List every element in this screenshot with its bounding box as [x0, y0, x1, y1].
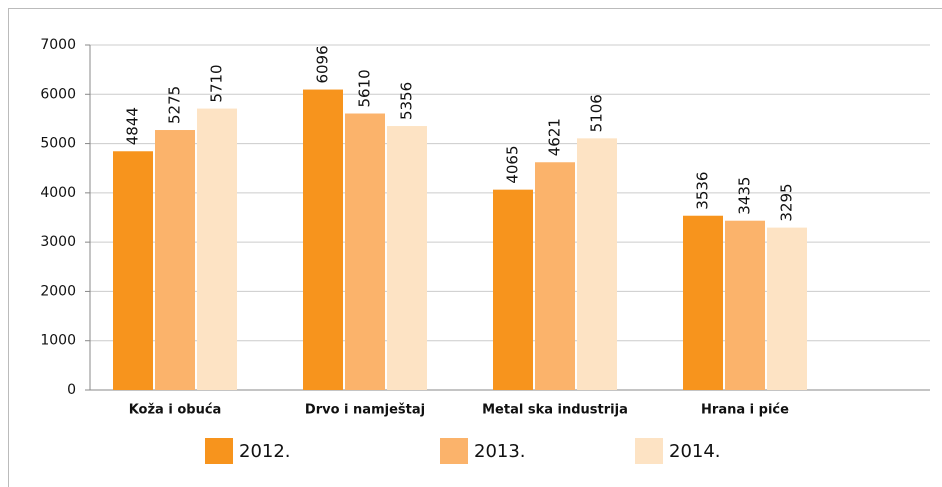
y-tick-label: 3000: [40, 234, 76, 250]
y-tick-label: 7000: [40, 37, 76, 53]
bar: [303, 89, 343, 390]
value-label: 4844: [124, 107, 142, 145]
y-tick-label: 6000: [40, 86, 76, 102]
y-tick-label: 0: [67, 382, 76, 398]
x-tick-label: Metal ska industrija: [482, 403, 628, 418]
legend-swatch: [440, 438, 468, 464]
bar: [113, 151, 153, 390]
chart-border: [8, 8, 942, 487]
value-label: 5106: [588, 94, 606, 132]
value-label: 6096: [314, 45, 332, 83]
bar: [493, 189, 533, 390]
bar: [725, 220, 765, 390]
value-label: 5610: [356, 69, 374, 107]
value-label: 4065: [504, 145, 522, 183]
y-tick-label: 1000: [40, 333, 76, 349]
value-label: 5710: [208, 64, 226, 102]
x-tick-label: Hrana i piće: [701, 403, 789, 418]
value-label: 5356: [398, 82, 416, 120]
legend-swatch: [205, 438, 233, 464]
value-label: 5275: [166, 86, 184, 124]
value-label: 3435: [736, 177, 754, 215]
x-tick-label: Drvo i namještaj: [305, 403, 425, 418]
value-label: 3536: [694, 172, 712, 210]
y-tick-label: 5000: [40, 136, 76, 152]
y-tick-label: 2000: [40, 283, 76, 299]
x-tick-label: Koža i obuća: [129, 403, 222, 418]
legend-label: 2013.: [474, 441, 526, 462]
legend-label: 2014.: [669, 441, 721, 462]
bar: [767, 227, 807, 390]
bar: [197, 108, 237, 390]
bar: [535, 162, 575, 390]
value-label: 4621: [546, 118, 564, 156]
y-tick-label: 4000: [40, 185, 76, 201]
bar: [577, 138, 617, 390]
legend-label: 2012.: [239, 441, 291, 462]
bar: [155, 130, 195, 390]
legend-swatch: [635, 438, 663, 464]
value-label: 3295: [778, 183, 796, 221]
bar: [387, 126, 427, 391]
bar: [683, 215, 723, 390]
bar: [345, 113, 385, 390]
